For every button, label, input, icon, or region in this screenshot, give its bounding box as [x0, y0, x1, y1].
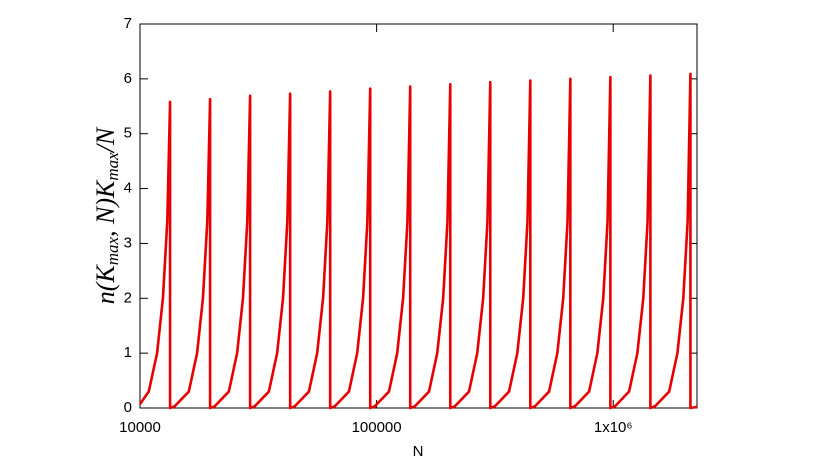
y-label-part: , N)K [91, 179, 120, 237]
y-tick-label: 2 [124, 289, 132, 306]
y-tick-label: 7 [124, 15, 132, 32]
y-tick-label: 6 [124, 70, 132, 87]
plot-frame [139, 23, 698, 409]
x-tick-label: 1x10⁶ [594, 419, 633, 436]
y-label-part: n(K [91, 264, 120, 305]
y-tick-label: 3 [124, 234, 132, 251]
x-tick-label: 100000 [352, 419, 402, 436]
y-label-part: /N [91, 126, 120, 154]
x-tick-label: 10000 [119, 419, 161, 436]
x-axis-label: N [413, 443, 424, 460]
y-label-subscript: max [103, 152, 122, 181]
data-line [138, 72, 698, 410]
y-tick-label: 4 [124, 180, 132, 197]
y-tick-label: 1 [124, 344, 132, 361]
y-tick-label: 0 [124, 399, 132, 416]
y-axis-label: n(Kmax, N)Kmax/N [91, 126, 122, 304]
y-tick-label: 5 [124, 125, 132, 142]
y-label-subscript: max [103, 237, 122, 266]
